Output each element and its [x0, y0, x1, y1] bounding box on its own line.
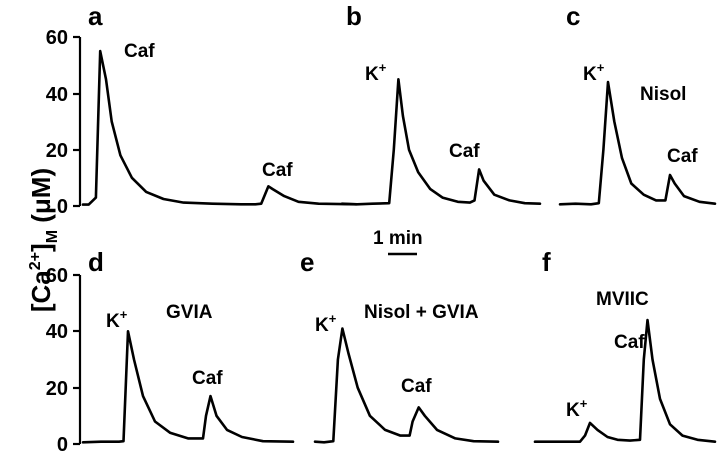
trace-panel-d: [81, 330, 295, 444]
tick-label-a-20: 20: [46, 140, 68, 162]
tick-label-a-40: 40: [46, 84, 68, 106]
annotation-c-nisol: Nisol: [640, 84, 686, 105]
axis-top: 0 20 40 60: [46, 27, 82, 218]
annotation-e-nisol-gvia: Nisol + GVIA: [364, 302, 479, 323]
y-axis-label-main: [Ca: [26, 270, 56, 312]
panel-letter-a: a: [88, 1, 103, 31]
panel-letter-d: d: [88, 247, 104, 277]
annotation-f-mviic: MVIIC: [596, 289, 649, 310]
annotation-c-caf: Caf: [667, 146, 698, 167]
annotation-d-kplus: K+: [106, 307, 128, 332]
annotation-b-kplus: K+: [365, 60, 387, 85]
panel-letter-b: b: [346, 1, 362, 31]
annotation-c-kplus: K+: [583, 60, 605, 85]
panel-letter-c: c: [566, 1, 580, 31]
annotation-a-caf-2: Caf: [262, 160, 293, 181]
tick-label-d-60: 60: [46, 265, 68, 287]
y-axis-label-unit: (μM): [26, 168, 56, 230]
panel-letter-e: e: [300, 247, 314, 277]
annotation-d-caf: Caf: [192, 368, 223, 389]
annotation-d-gvia: GVIA: [166, 302, 213, 323]
trace-panel-c: [558, 80, 717, 206]
panel-letter-f: f: [542, 247, 551, 277]
annotation-f-kplus: K+: [566, 396, 588, 421]
tick-label-a-0: 0: [57, 196, 68, 218]
y-axis-label-sup: 2+: [27, 252, 44, 270]
trace-panel-e: [313, 327, 500, 444]
y-axis-label-close: ]: [26, 243, 56, 252]
tick-label-d-0: 0: [57, 434, 68, 456]
y-axis-label-sub: M: [44, 230, 61, 243]
annotation-a-caf-1: Caf: [124, 41, 155, 62]
trace-panel-a: [81, 49, 358, 206]
tick-label-d-40: 40: [46, 321, 68, 343]
tick-label-d-20: 20: [46, 378, 68, 400]
annotation-e-caf: Caf: [401, 376, 432, 397]
scale-bar-label: 1 min: [373, 228, 423, 249]
axis-bottom: 0 20 40 60: [46, 265, 82, 456]
annotation-e-kplus: K+: [315, 311, 337, 336]
tick-label-a-60: 60: [46, 27, 68, 49]
annotation-b-caf: Caf: [449, 141, 480, 162]
trace-panel-b: [340, 78, 542, 206]
y-axis-label: [Ca2+]M (μM): [26, 168, 61, 312]
annotation-f-caf: Caf: [614, 332, 645, 353]
trace-panel-f: [533, 318, 717, 443]
